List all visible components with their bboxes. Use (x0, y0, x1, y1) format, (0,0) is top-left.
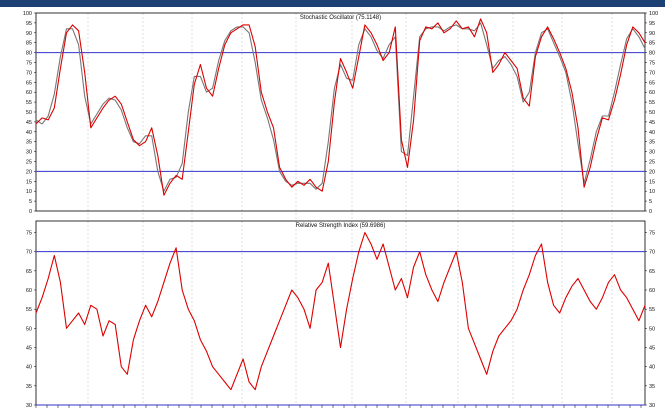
y-tick-label-right: 95 (649, 21, 655, 27)
y-tick-label-right: 20 (649, 169, 655, 175)
y-tick-label-right: 60 (649, 288, 655, 294)
y-tick-label-left: 40 (26, 130, 32, 136)
y-tick-label-left: 35 (26, 140, 32, 146)
y-tick-label-right: 65 (649, 269, 655, 275)
y-tick-label-left: 5 (29, 199, 32, 205)
y-tick-label-left: 65 (26, 269, 32, 275)
y-tick-label-right: 50 (649, 326, 655, 332)
y-tick-label-left: 10 (26, 189, 32, 195)
y-tick-label-left: 0 (29, 209, 32, 215)
y-tick-label-right: 35 (649, 140, 655, 146)
y-tick-label-right: 45 (649, 346, 655, 352)
y-tick-label-left: 90 (26, 31, 32, 37)
chart-title: Relative Strength Index (59.6986) (296, 223, 386, 229)
y-tick-label-right: 30 (649, 150, 655, 156)
y-tick-label-left: 50 (26, 110, 32, 116)
y-tick-label-right: 40 (649, 365, 655, 371)
y-tick-label-right: 30 (649, 403, 655, 409)
y-tick-label-left: 15 (26, 179, 32, 185)
y-tick-label-right: 10 (649, 189, 655, 195)
y-tick-label-left: 60 (26, 90, 32, 96)
y-tick-label-right: 60 (649, 90, 655, 96)
y-tick-label-left: 55 (26, 100, 32, 106)
y-tick-label-left: 70 (26, 250, 32, 256)
chart-title: Stochastic Oscillator (75.1148) (300, 15, 381, 21)
y-tick-label-right: 70 (649, 70, 655, 76)
y-tick-label-right: 70 (649, 250, 655, 256)
y-tick-label-left: 70 (26, 70, 32, 76)
y-tick-label-left: 50 (26, 326, 32, 332)
y-tick-label-right: 15 (649, 179, 655, 185)
y-tick-label-left: 100 (23, 11, 32, 17)
plot-frame (35, 220, 646, 406)
y-tick-label-right: 65 (649, 80, 655, 86)
y-tick-label-left: 35 (26, 384, 32, 390)
y-tick-label-right: 90 (649, 31, 655, 37)
y-tick-label-left: 30 (26, 403, 32, 409)
y-tick-label-right: 45 (649, 120, 655, 126)
y-tick-label-left: 75 (26, 231, 32, 237)
y-tick-label-left: 75 (26, 61, 32, 67)
y-tick-label-right: 5 (649, 199, 652, 205)
y-tick-label-right: 0 (649, 209, 652, 215)
y-tick-label-right: 75 (649, 231, 655, 237)
y-tick-label-right: 80 (649, 51, 655, 57)
series-line-1 (35, 231, 646, 391)
y-tick-label-right: 35 (649, 384, 655, 390)
y-tick-label-left: 80 (26, 51, 32, 57)
window-title-bar (0, 0, 665, 7)
y-tick-label-left: 45 (26, 346, 32, 352)
y-tick-label-left: 95 (26, 21, 32, 27)
y-tick-label-left: 40 (26, 365, 32, 371)
series-line-1 (35, 18, 646, 196)
y-tick-label-right: 40 (649, 130, 655, 136)
y-tick-label-left: 20 (26, 169, 32, 175)
y-tick-label-right: 50 (649, 110, 655, 116)
y-tick-label-right: 55 (649, 307, 655, 313)
y-tick-label-left: 30 (26, 150, 32, 156)
y-tick-label-left: 55 (26, 307, 32, 313)
y-tick-label-left: 65 (26, 80, 32, 86)
y-tick-label-left: 45 (26, 120, 32, 126)
y-tick-label-left: 60 (26, 288, 32, 294)
y-tick-label-right: 100 (649, 11, 658, 17)
y-tick-label-left: 25 (26, 160, 32, 166)
y-tick-label-right: 85 (649, 41, 655, 47)
series-line-2 (35, 22, 646, 192)
y-tick-label-right: 25 (649, 160, 655, 166)
y-tick-label-right: 75 (649, 61, 655, 67)
y-tick-label-right: 55 (649, 100, 655, 106)
y-tick-label-left: 85 (26, 41, 32, 47)
